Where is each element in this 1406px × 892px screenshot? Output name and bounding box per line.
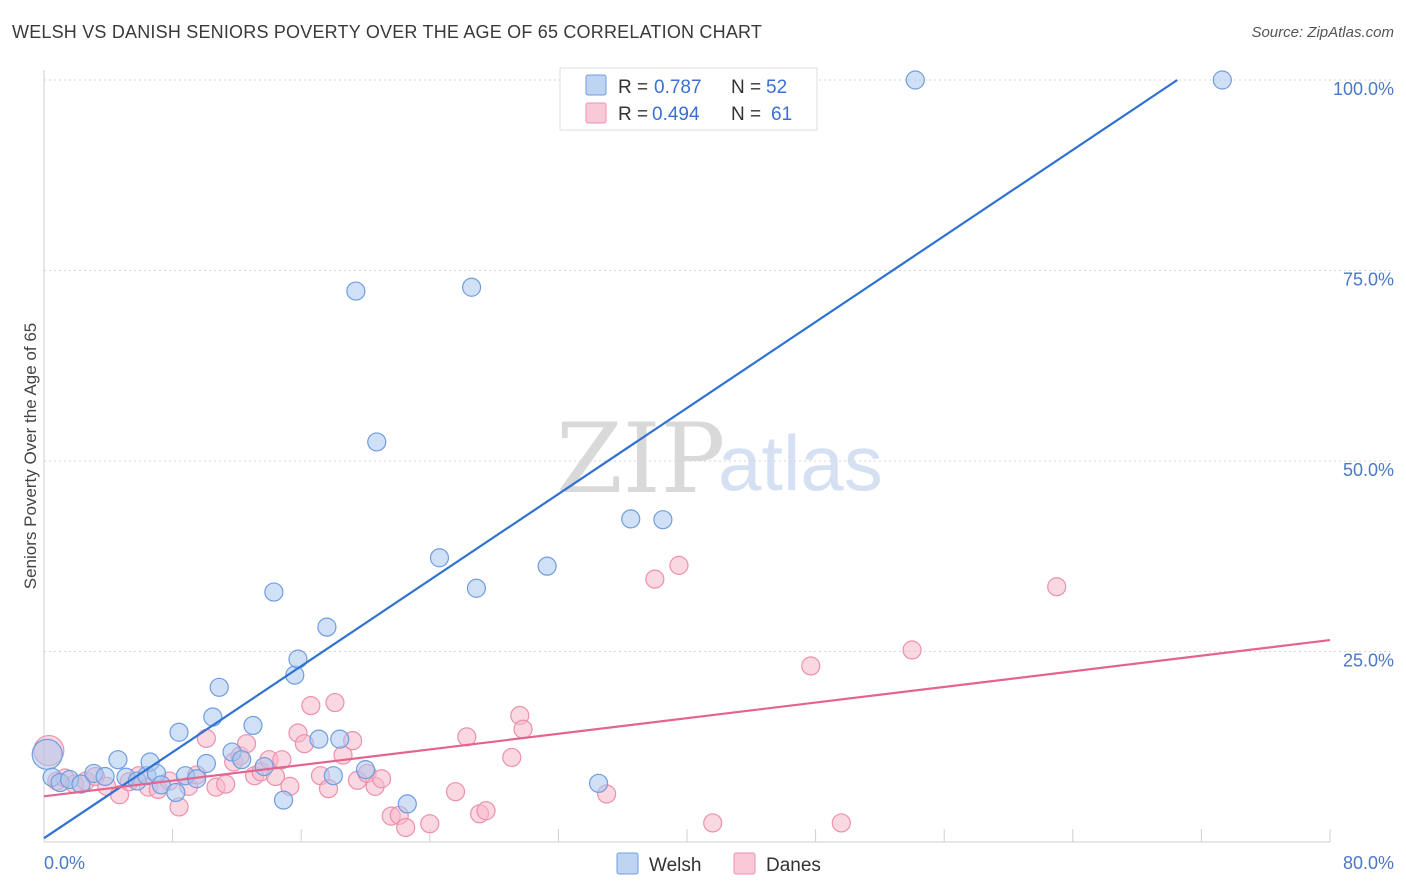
legend-welsh-r-label: R =	[618, 77, 648, 98]
welsh-point-14	[166, 782, 186, 803]
welsh-point-20	[209, 677, 229, 697]
bottom-legend-swatch-danes	[733, 852, 756, 875]
x-tick-label-min: 0.0%	[44, 853, 85, 873]
bottom-legend-welsh: Welsh	[649, 855, 701, 876]
legend-welsh-n-value: 52	[766, 77, 787, 98]
watermark-zip: ZIP	[556, 403, 725, 515]
bottom-legend-danes: Danes	[766, 855, 821, 876]
welsh-point-19	[203, 707, 223, 727]
danes-point-39	[371, 769, 392, 789]
legend-danes-n-value: 61	[771, 104, 792, 125]
y-tick-label-25: 25.0%	[1343, 651, 1394, 671]
y-tick-label-50: 50.0%	[1343, 460, 1394, 480]
gridlines	[44, 79, 1394, 652]
y-tick-label-75: 75.0%	[1343, 270, 1394, 290]
danes-point-50	[513, 719, 533, 739]
welsh-point-43	[621, 509, 641, 529]
welsh-point-38	[461, 277, 482, 297]
danes-point-57	[902, 640, 922, 660]
welsh-point-23	[243, 715, 263, 736]
danes-point-16	[196, 728, 216, 748]
danes-point-48	[502, 747, 522, 768]
welsh-point-30	[317, 617, 337, 637]
danes-trend-line	[43, 638, 1331, 798]
watermark-atlas: atlas	[718, 419, 883, 507]
welsh-point-25	[264, 582, 284, 602]
bottom-legend: Welsh Danes	[616, 852, 821, 876]
welsh-point-7	[108, 750, 128, 770]
danes-point-53	[669, 555, 689, 575]
danes-point-58	[1047, 577, 1067, 597]
danes-point-26	[272, 750, 292, 770]
x-axis-ticks	[43, 829, 1331, 842]
welsh-point-36	[397, 794, 417, 814]
legend-danes-n-label: N =	[731, 104, 761, 125]
welsh-point-42	[588, 773, 609, 793]
welsh-point-28	[288, 649, 308, 669]
chart-title: WELSH VS DANISH SENIORS POVERTY OVER THE…	[12, 22, 763, 42]
y-tick-labels: 100.0% 75.0% 50.0% 25.0%	[1333, 79, 1394, 671]
danes-point-43	[420, 814, 440, 834]
welsh-point-24	[254, 756, 274, 777]
danes-point-55	[801, 656, 821, 676]
legend-swatch-welsh	[585, 74, 607, 96]
welsh-point-35	[367, 432, 387, 452]
welsh-point-15	[169, 722, 189, 742]
source-label: Source: ZipAtlas.com	[1251, 24, 1394, 41]
welsh-point-37	[429, 548, 450, 568]
welsh-point-46	[1212, 70, 1232, 90]
danes-point-44	[445, 782, 466, 802]
welsh-point-6	[95, 766, 115, 787]
welsh-point-0	[31, 738, 63, 770]
danes-point-18	[216, 774, 236, 794]
y-axis-label: Seniors Poverty Over the Age of 65	[21, 323, 40, 589]
welsh-point-40	[537, 556, 557, 576]
welsh-point-18	[196, 753, 216, 774]
welsh-point-33	[346, 281, 366, 301]
welsh-point-29	[309, 729, 329, 749]
y-tick-label-100: 100.0%	[1333, 79, 1394, 99]
legend-welsh-r-value: 0.787	[654, 77, 702, 98]
legend-danes-r-label: R =	[618, 104, 648, 125]
danes-point-30	[301, 696, 321, 716]
danes-point-47	[476, 801, 496, 821]
legend-welsh-n-label: N =	[731, 77, 761, 98]
legend: R = 0.787 N = 52 R = 0.494 N = 61	[559, 67, 818, 131]
danes-point-54	[703, 813, 723, 833]
danes-point-52	[645, 569, 665, 589]
welsh-point-32	[330, 729, 350, 749]
welsh-points	[31, 70, 1232, 814]
legend-danes-r-value: 0.494	[652, 104, 700, 125]
welsh-point-22	[232, 750, 252, 770]
welsh-point-45	[905, 70, 925, 90]
welsh-point-34	[355, 760, 376, 780]
welsh-point-26	[273, 790, 294, 810]
x-tick-label-max: 80.0%	[1343, 853, 1394, 873]
bottom-legend-swatch-welsh	[616, 852, 639, 875]
welsh-point-39	[466, 578, 487, 598]
danes-points	[33, 555, 1067, 838]
welsh-point-4	[71, 774, 91, 794]
danes-point-56	[831, 813, 851, 833]
welsh-point-31	[323, 766, 343, 786]
legend-swatch-danes	[585, 102, 607, 124]
danes-point-42	[396, 817, 416, 838]
danes-point-33	[325, 692, 345, 713]
welsh-trend-line	[43, 79, 1178, 840]
welsh-point-44	[653, 510, 673, 530]
